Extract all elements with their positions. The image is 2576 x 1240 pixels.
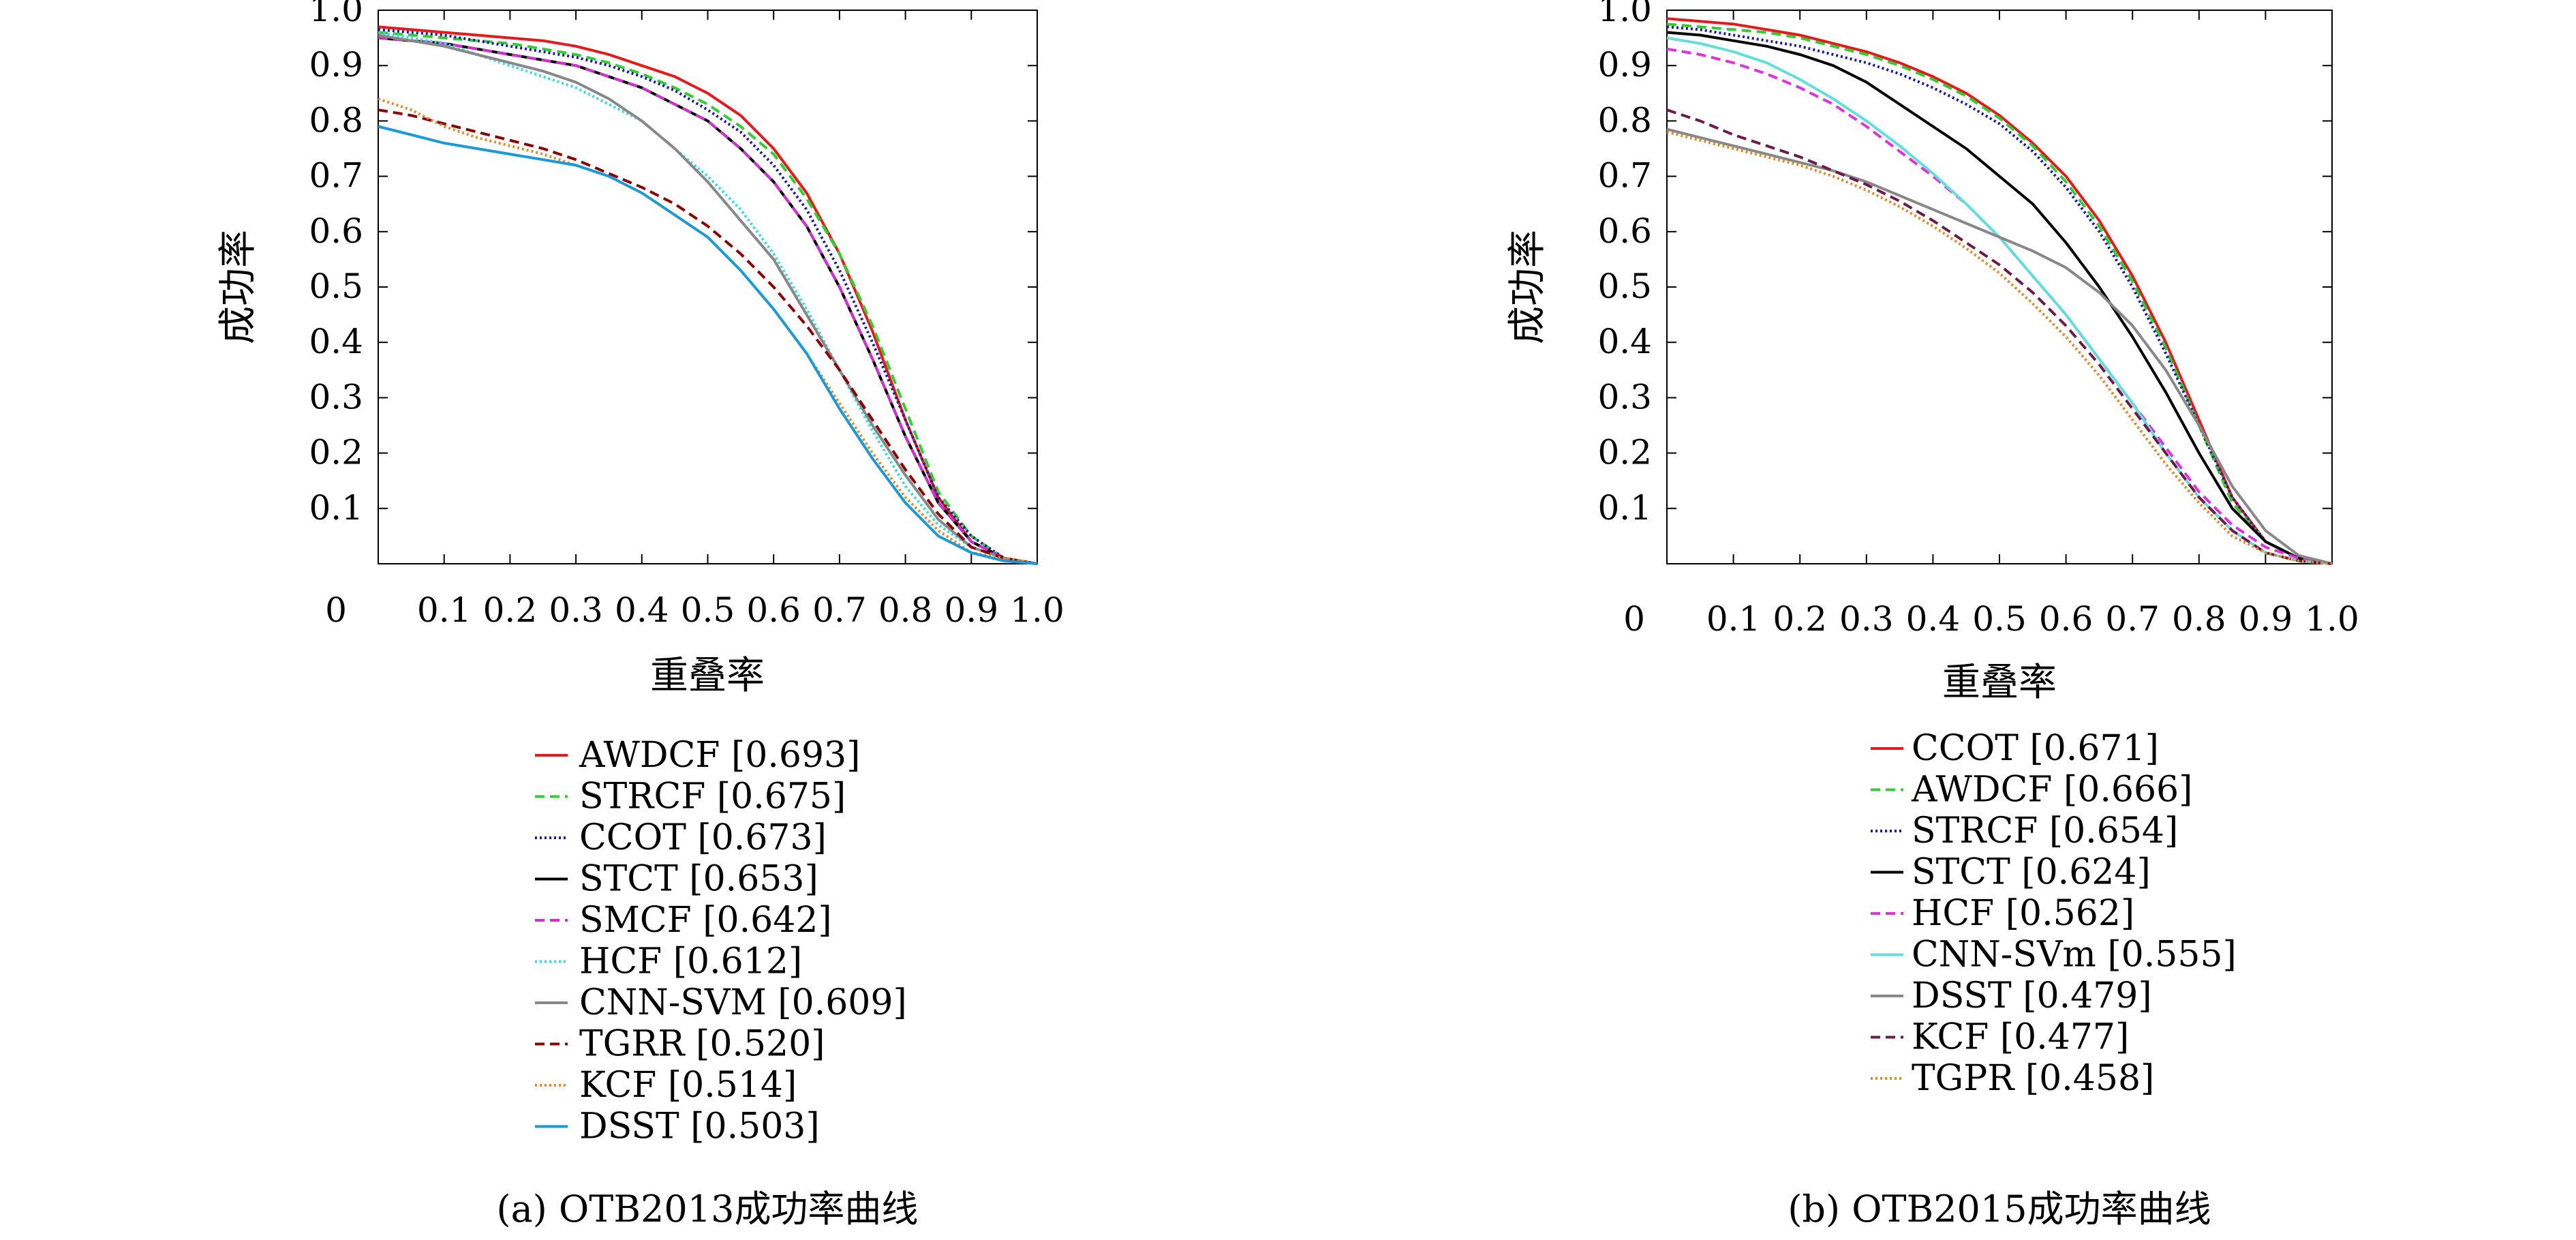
y-tick-label: 0.3 [1597,377,1652,417]
y-axis-label: 成功率 [1505,230,1550,344]
series-line [1666,17,2333,565]
x-tick-label: 0.2 [483,590,538,630]
y-tick-label: 0.5 [1597,267,1652,306]
series-line [378,31,1038,565]
y-tick-label: 1.0 [309,0,363,29]
x-tick-label: 0.6 [746,590,801,630]
series-line [378,33,1038,565]
y-tick-label: 0.3 [309,377,363,417]
chart-panel-otb2015: 0.10.20.30.40.50.60.70.80.91.0 0 0.1 0.2 0.… [1505,0,2359,1230]
y-tick-label: 0.8 [1597,100,1652,140]
series-line [378,36,1038,565]
legend-entry: AWDCF [0.693] [579,735,860,776]
y-tick-label: 0.6 [309,211,363,251]
x-tick-label: 0.8 [878,590,933,630]
legend-entry: CCOT [0.673] [579,817,827,858]
y-tick-label: 0.6 [1597,211,1652,251]
series-line [378,108,1038,565]
y-tick-label: 0.5 [309,267,363,306]
x-tick-label: 0.6 [2039,599,2094,639]
series-line [1666,130,2333,565]
y-tick-label: 0.7 [309,156,363,196]
y-tick-label: 0.1 [1597,488,1652,528]
y-tick-label: 0.2 [309,433,363,472]
y-tick-label: 0.4 [1597,322,1652,361]
y-axis-label: 成功率 [216,230,260,344]
y-ticks: 0.1 0.2 0.3 0.4 0.5 0.6 0.7 0.8 0.9 1.0 [1597,0,2332,528]
x-ticks: 0 0.1 0.2 0.3 0.4 0.5 0.6 0.7 0.8 0.9 1.0 [325,10,1064,630]
legend-entry: TGRR [0.520] [579,1024,825,1065]
x-tick-label: 0.4 [1906,599,1961,639]
legend: CCOT [0.671]AWDCF [0.666]STRCF [0.654]ST… [1871,728,2237,1099]
series-line [1666,127,2333,565]
legend-entry: CNN-SVm [0.555] [1912,935,2237,976]
x-tick-label: 0.3 [549,590,603,630]
x-tick-label: 0 [1623,599,1645,639]
legend-entry: DSST [0.503] [579,1106,820,1147]
legend-entry: SMCF [0.642] [579,900,832,941]
series-line [1666,108,2333,565]
legend-entry: AWDCF [0.666] [1911,770,2192,811]
x-tick-label: 0.3 [1839,599,1894,639]
x-tick-label: 0.7 [2105,599,2160,639]
y-tick-label: 0.1 [309,488,363,528]
legend-entry: KCF [0.514] [579,1065,797,1106]
x-tick-label: 0.1 [1706,599,1761,639]
series-lines [378,25,1038,565]
x-tick-label: 0.5 [1972,599,2027,639]
x-tick-label: 1.0 [2305,599,2359,639]
y-tick-label: 0.4 [309,322,363,361]
series-line [1666,25,2333,565]
series-line [1666,22,2333,565]
x-tick-label: 1.0 [1010,590,1064,630]
chart-caption: (b) OTB2015成功率曲线 [1788,1188,2211,1230]
series-lines [1666,17,2333,565]
x-tick-label: 0.8 [2172,599,2226,639]
legend-entry: TGPR [0.458] [1912,1058,2154,1099]
x-axis-label: 重叠率 [650,654,765,698]
series-line [1666,31,2333,565]
x-axis-label: 重叠率 [1942,661,2057,705]
x-tick-label: 0.4 [615,590,669,630]
x-tick-label: 0.7 [812,590,867,630]
y-tick-label: 0.7 [1597,156,1652,196]
legend-entry: STRCF [0.675] [579,776,846,817]
legend-entry: STCT [0.624] [1912,852,2151,893]
legend-entry: HCF [0.562] [1912,893,2134,934]
legend-entry: KCF [0.477] [1912,1017,2129,1058]
legend-entry: CNN-SVM [0.609] [579,982,907,1023]
series-line [378,28,1038,565]
legend-entry: HCF [0.612] [579,941,802,982]
y-tick-label: 1.0 [1597,0,1652,29]
x-tick-label: 0.5 [681,590,735,630]
series-line [378,125,1038,565]
legend-entry: CCOT [0.671] [1912,728,2159,769]
chart-panel-otb2013: 0.10.20.30.40.50.60.70.80.91.0 0 0.1 0.2 0.… [216,0,1064,1230]
x-tick-label: 0 [325,590,347,630]
y-tick-label: 0.9 [1597,45,1652,85]
chart-caption: (a) OTB2013成功率曲线 [497,1188,919,1230]
legend-entry: STRCF [0.654] [1912,811,2178,851]
y-tick-label: 0.8 [309,100,363,140]
legend-entry: DSST [0.479] [1912,976,2152,1016]
x-tick-label: 0.9 [945,590,999,630]
legend-entry: STCT [0.653] [579,859,818,900]
x-tick-label: 0.2 [1773,599,1827,639]
legend: AWDCF [0.693]STRCF [0.675]CCOT [0.673]ST… [535,735,907,1147]
x-tick-label: 0.1 [417,590,472,630]
y-ticks: 0.1 0.2 0.3 0.4 0.5 0.6 0.7 0.8 0.9 1.0 [309,0,1037,528]
y-tick-label: 0.9 [309,45,363,85]
y-tick-label: 0.2 [1597,433,1652,472]
x-ticks: 0 0.1 0.2 0.3 0.4 0.5 0.6 0.7 0.8 0.9 1.0 [1623,10,2359,639]
x-tick-label: 0.9 [2239,599,2293,639]
